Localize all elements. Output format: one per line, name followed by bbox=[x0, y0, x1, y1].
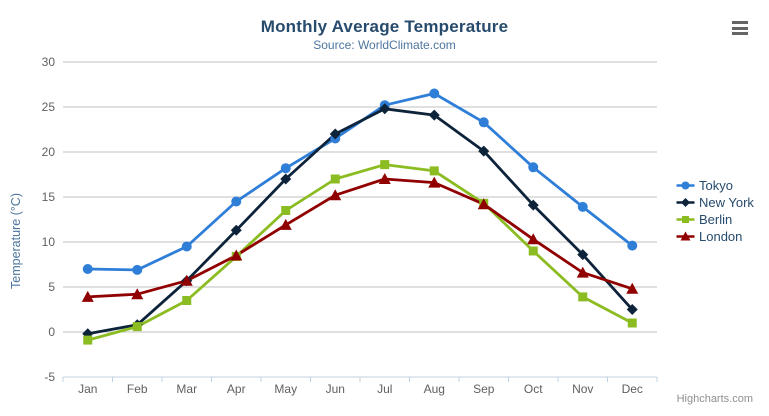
data-point-new-york-aug[interactable] bbox=[428, 109, 440, 121]
data-point-tokyo-nov[interactable] bbox=[577, 201, 588, 212]
data-point-new-york-jul[interactable] bbox=[379, 103, 391, 115]
legend-item-label: Tokyo bbox=[699, 178, 733, 193]
data-point-london-jan[interactable] bbox=[81, 290, 94, 302]
x-axis-tick-label: May bbox=[274, 382, 297, 396]
legend-triangle-icon bbox=[676, 231, 695, 241]
data-point-new-york-nov[interactable] bbox=[577, 249, 589, 261]
legend-item-berlin[interactable]: Berlin bbox=[676, 211, 754, 228]
data-point-london-feb[interactable] bbox=[131, 288, 144, 300]
data-point-tokyo-dec[interactable] bbox=[627, 240, 638, 251]
x-axis-tick-label: Apr bbox=[227, 382, 246, 396]
data-point-berlin-dec[interactable] bbox=[627, 318, 637, 328]
y-axis-tick-label: -5 bbox=[44, 370, 55, 384]
data-point-new-york-sep[interactable] bbox=[478, 145, 490, 157]
data-point-london-may[interactable] bbox=[279, 218, 292, 230]
data-point-tokyo-may[interactable] bbox=[280, 163, 291, 174]
credits-link[interactable]: Highcharts.com bbox=[676, 393, 753, 405]
y-axis-tick-label: 10 bbox=[42, 235, 56, 249]
data-point-london-mar[interactable] bbox=[180, 274, 193, 286]
data-point-tokyo-feb[interactable] bbox=[132, 264, 143, 275]
legend-item-new-york[interactable]: New York bbox=[676, 194, 754, 211]
data-point-london-jun[interactable] bbox=[329, 189, 342, 201]
y-axis-tick-label: 15 bbox=[42, 190, 56, 204]
y-axis-tick-label: 30 bbox=[42, 55, 56, 69]
chart-subtitle: Source: WorldClimate.com bbox=[313, 38, 456, 52]
export-menu-button[interactable] bbox=[732, 21, 748, 35]
y-axis-tick-label: 5 bbox=[48, 280, 55, 294]
data-point-new-york-oct[interactable] bbox=[527, 199, 539, 211]
y-axis-tick-label: 0 bbox=[48, 325, 55, 339]
data-point-new-york-dec[interactable] bbox=[626, 304, 638, 315]
x-axis-tick-label: Jan bbox=[78, 382, 97, 396]
data-point-berlin-aug[interactable] bbox=[429, 166, 439, 176]
y-axis-title: Temperature (°C) bbox=[9, 193, 23, 289]
series-line-london[interactable] bbox=[86, 177, 634, 299]
legend-item-label: New York bbox=[699, 195, 754, 210]
y-axis-tick-label: 25 bbox=[42, 100, 56, 114]
data-point-new-york-may[interactable] bbox=[280, 173, 292, 185]
x-axis-tick-label: Mar bbox=[176, 382, 197, 396]
legend: Tokyo New York Berlin London bbox=[676, 177, 754, 245]
data-point-new-york-jun[interactable] bbox=[329, 128, 341, 140]
series-line-berlin[interactable] bbox=[86, 163, 634, 342]
series-line-new-york[interactable] bbox=[86, 107, 634, 336]
legend-item-label: Berlin bbox=[699, 212, 733, 227]
data-point-london-sep[interactable] bbox=[477, 198, 490, 210]
data-point-tokyo-oct[interactable] bbox=[528, 162, 539, 173]
data-point-london-oct[interactable] bbox=[527, 233, 540, 245]
hamburger-menu-icon bbox=[732, 21, 748, 24]
x-axis-tick-label: Aug bbox=[424, 382, 445, 396]
data-point-berlin-feb[interactable] bbox=[132, 322, 142, 332]
legend-item-london[interactable]: London bbox=[676, 228, 754, 245]
data-point-london-jul[interactable] bbox=[378, 173, 391, 184]
data-point-berlin-may[interactable] bbox=[281, 206, 291, 215]
data-point-new-york-apr[interactable] bbox=[230, 224, 242, 236]
x-axis-tick-label: Oct bbox=[524, 382, 543, 396]
data-point-london-aug[interactable] bbox=[428, 176, 441, 188]
data-point-tokyo-sep[interactable] bbox=[478, 117, 489, 128]
data-point-berlin-nov[interactable] bbox=[578, 292, 588, 302]
data-point-berlin-jan[interactable] bbox=[83, 335, 93, 345]
data-point-london-dec[interactable] bbox=[626, 282, 639, 294]
legend-square-icon bbox=[676, 216, 695, 223]
data-point-tokyo-aug[interactable] bbox=[429, 88, 440, 99]
data-point-berlin-jul[interactable] bbox=[380, 160, 390, 170]
legend-diamond-icon bbox=[676, 198, 695, 207]
legend-item-tokyo[interactable]: Tokyo bbox=[676, 177, 754, 194]
data-point-tokyo-jan[interactable] bbox=[82, 264, 93, 274]
data-point-london-apr[interactable] bbox=[230, 249, 243, 261]
data-point-berlin-mar[interactable] bbox=[182, 296, 192, 305]
legend-circle-icon bbox=[676, 181, 695, 190]
data-point-tokyo-mar[interactable] bbox=[181, 241, 192, 252]
data-point-london-nov[interactable] bbox=[576, 266, 589, 278]
x-axis-tick-label: Jun bbox=[326, 382, 345, 396]
data-point-tokyo-apr[interactable] bbox=[231, 196, 242, 207]
x-axis-tick-label: Nov bbox=[572, 382, 593, 396]
data-point-berlin-oct[interactable] bbox=[528, 246, 538, 256]
y-axis-tick-label: 20 bbox=[42, 145, 56, 159]
chart-title: Monthly Average Temperature bbox=[260, 17, 509, 36]
x-axis-tick-label: Sep bbox=[473, 382, 495, 396]
data-point-berlin-jun[interactable] bbox=[330, 174, 340, 184]
x-axis-tick-label: Dec bbox=[622, 382, 643, 396]
x-axis-tick-label: Jul bbox=[377, 382, 392, 396]
legend-item-label: London bbox=[699, 229, 743, 244]
x-axis-tick-label: Feb bbox=[127, 382, 148, 396]
